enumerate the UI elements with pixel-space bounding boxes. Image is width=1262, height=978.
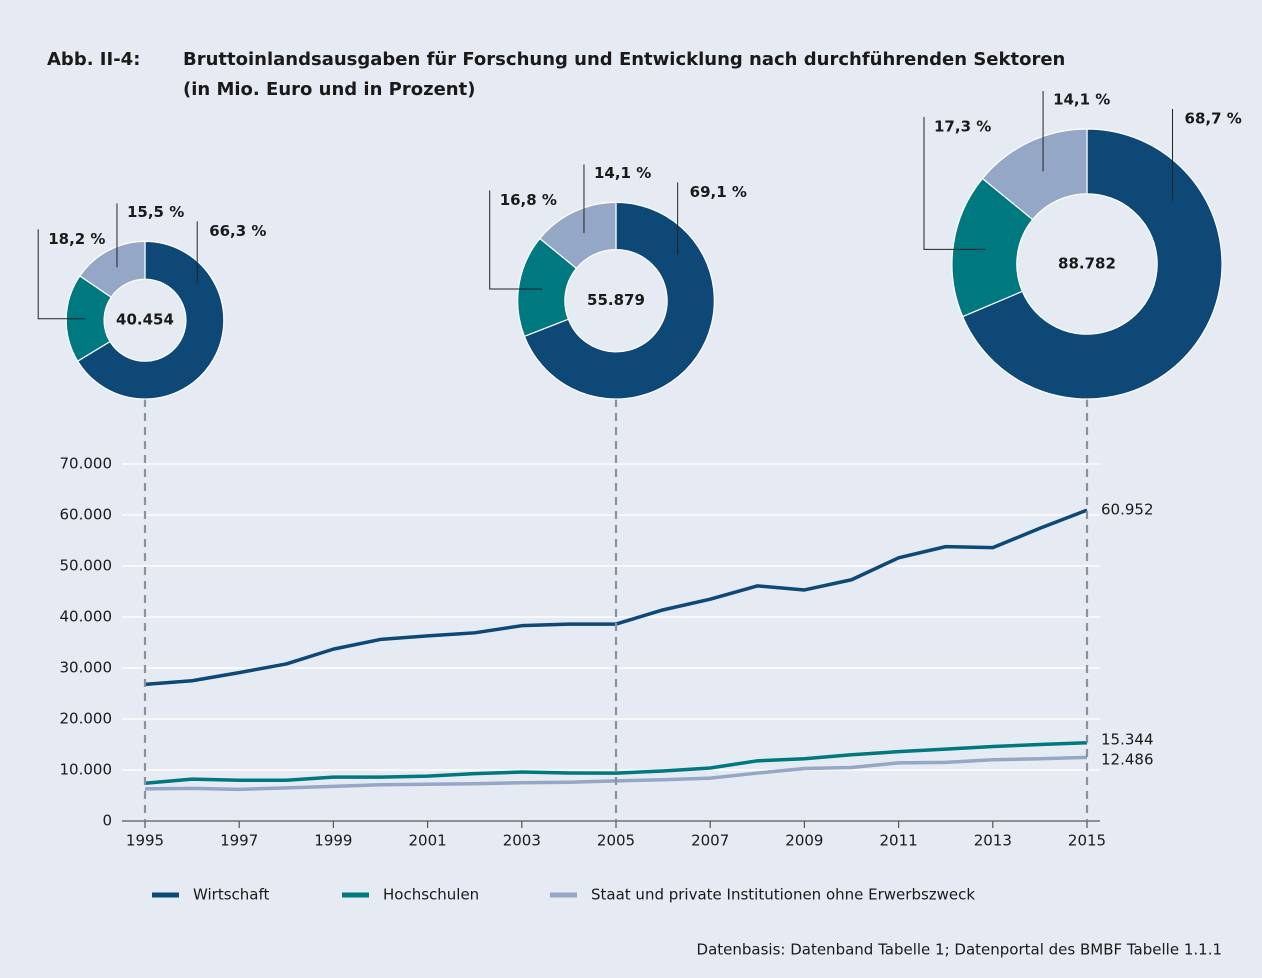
y-tick-label: 50.000 bbox=[60, 557, 113, 575]
y-tick-label: 20.000 bbox=[60, 710, 113, 728]
slice-label: 68,7 % bbox=[1185, 110, 1242, 128]
donut-slice bbox=[981, 128, 1088, 221]
y-tick-label: 60.000 bbox=[60, 506, 113, 524]
y-tick-label: 0 bbox=[102, 812, 112, 830]
slice-label: 14,1 % bbox=[1053, 91, 1110, 109]
figure-label: Abb. II-4: bbox=[47, 49, 140, 70]
chart-title: Bruttoinlandsausgaben für Forschung und … bbox=[183, 49, 1065, 70]
slice-label: 69,1 % bbox=[690, 183, 747, 201]
donut-total: 55.879 bbox=[587, 291, 645, 309]
value-label: 60.952 bbox=[1101, 501, 1154, 519]
y-tick-label: 10.000 bbox=[60, 761, 113, 779]
y-tick-label: 70.000 bbox=[60, 455, 113, 473]
slice-label: 15,5 % bbox=[127, 203, 184, 221]
leader-line bbox=[489, 190, 543, 290]
donut-slice bbox=[78, 240, 146, 299]
x-tick-label: 2007 bbox=[691, 832, 729, 850]
x-tick-label: 1999 bbox=[314, 832, 352, 850]
leader-line bbox=[923, 117, 986, 250]
legend-label: Hochschulen bbox=[383, 886, 479, 904]
x-tick-label: 2003 bbox=[503, 832, 541, 850]
x-tick-label: 2009 bbox=[785, 832, 823, 850]
x-tick-label: 2011 bbox=[880, 832, 918, 850]
x-tick-label: 2005 bbox=[597, 832, 635, 850]
leader-line bbox=[37, 229, 86, 320]
chart-subtitle: (in Mio. Euro und in Prozent) bbox=[183, 79, 475, 100]
donut-slice bbox=[539, 201, 617, 270]
slice-label: 17,3 % bbox=[934, 118, 991, 136]
donut-slice bbox=[961, 128, 1223, 400]
donut-slice bbox=[76, 240, 225, 400]
donut-total: 40.454 bbox=[116, 311, 174, 329]
value-label: 15.344 bbox=[1101, 731, 1154, 749]
source-note: Datenbasis: Datenband Tabelle 1; Datenpo… bbox=[697, 941, 1222, 959]
slice-label: 18,2 % bbox=[48, 230, 105, 248]
x-tick-label: 2001 bbox=[409, 832, 447, 850]
x-tick-label: 1997 bbox=[220, 832, 258, 850]
x-tick-label: 1995 bbox=[126, 832, 164, 850]
legend-label: Staat und private Institutionen ohne Erw… bbox=[591, 886, 975, 904]
slice-label: 14,1 % bbox=[594, 164, 651, 182]
slice-label: 16,8 % bbox=[500, 191, 557, 209]
donut-slice bbox=[523, 201, 715, 400]
series-line bbox=[144, 740, 1088, 786]
donut-total: 88.782 bbox=[1058, 255, 1116, 273]
value-label: 12.486 bbox=[1101, 751, 1154, 769]
y-tick-label: 30.000 bbox=[60, 659, 113, 677]
slice-label: 66,3 % bbox=[209, 222, 266, 240]
x-tick-label: 2013 bbox=[974, 832, 1012, 850]
legend-label: Wirtschaft bbox=[193, 886, 269, 904]
donut-slice bbox=[951, 177, 1034, 318]
x-tick-label: 2015 bbox=[1068, 832, 1106, 850]
y-tick-label: 40.000 bbox=[60, 608, 113, 626]
